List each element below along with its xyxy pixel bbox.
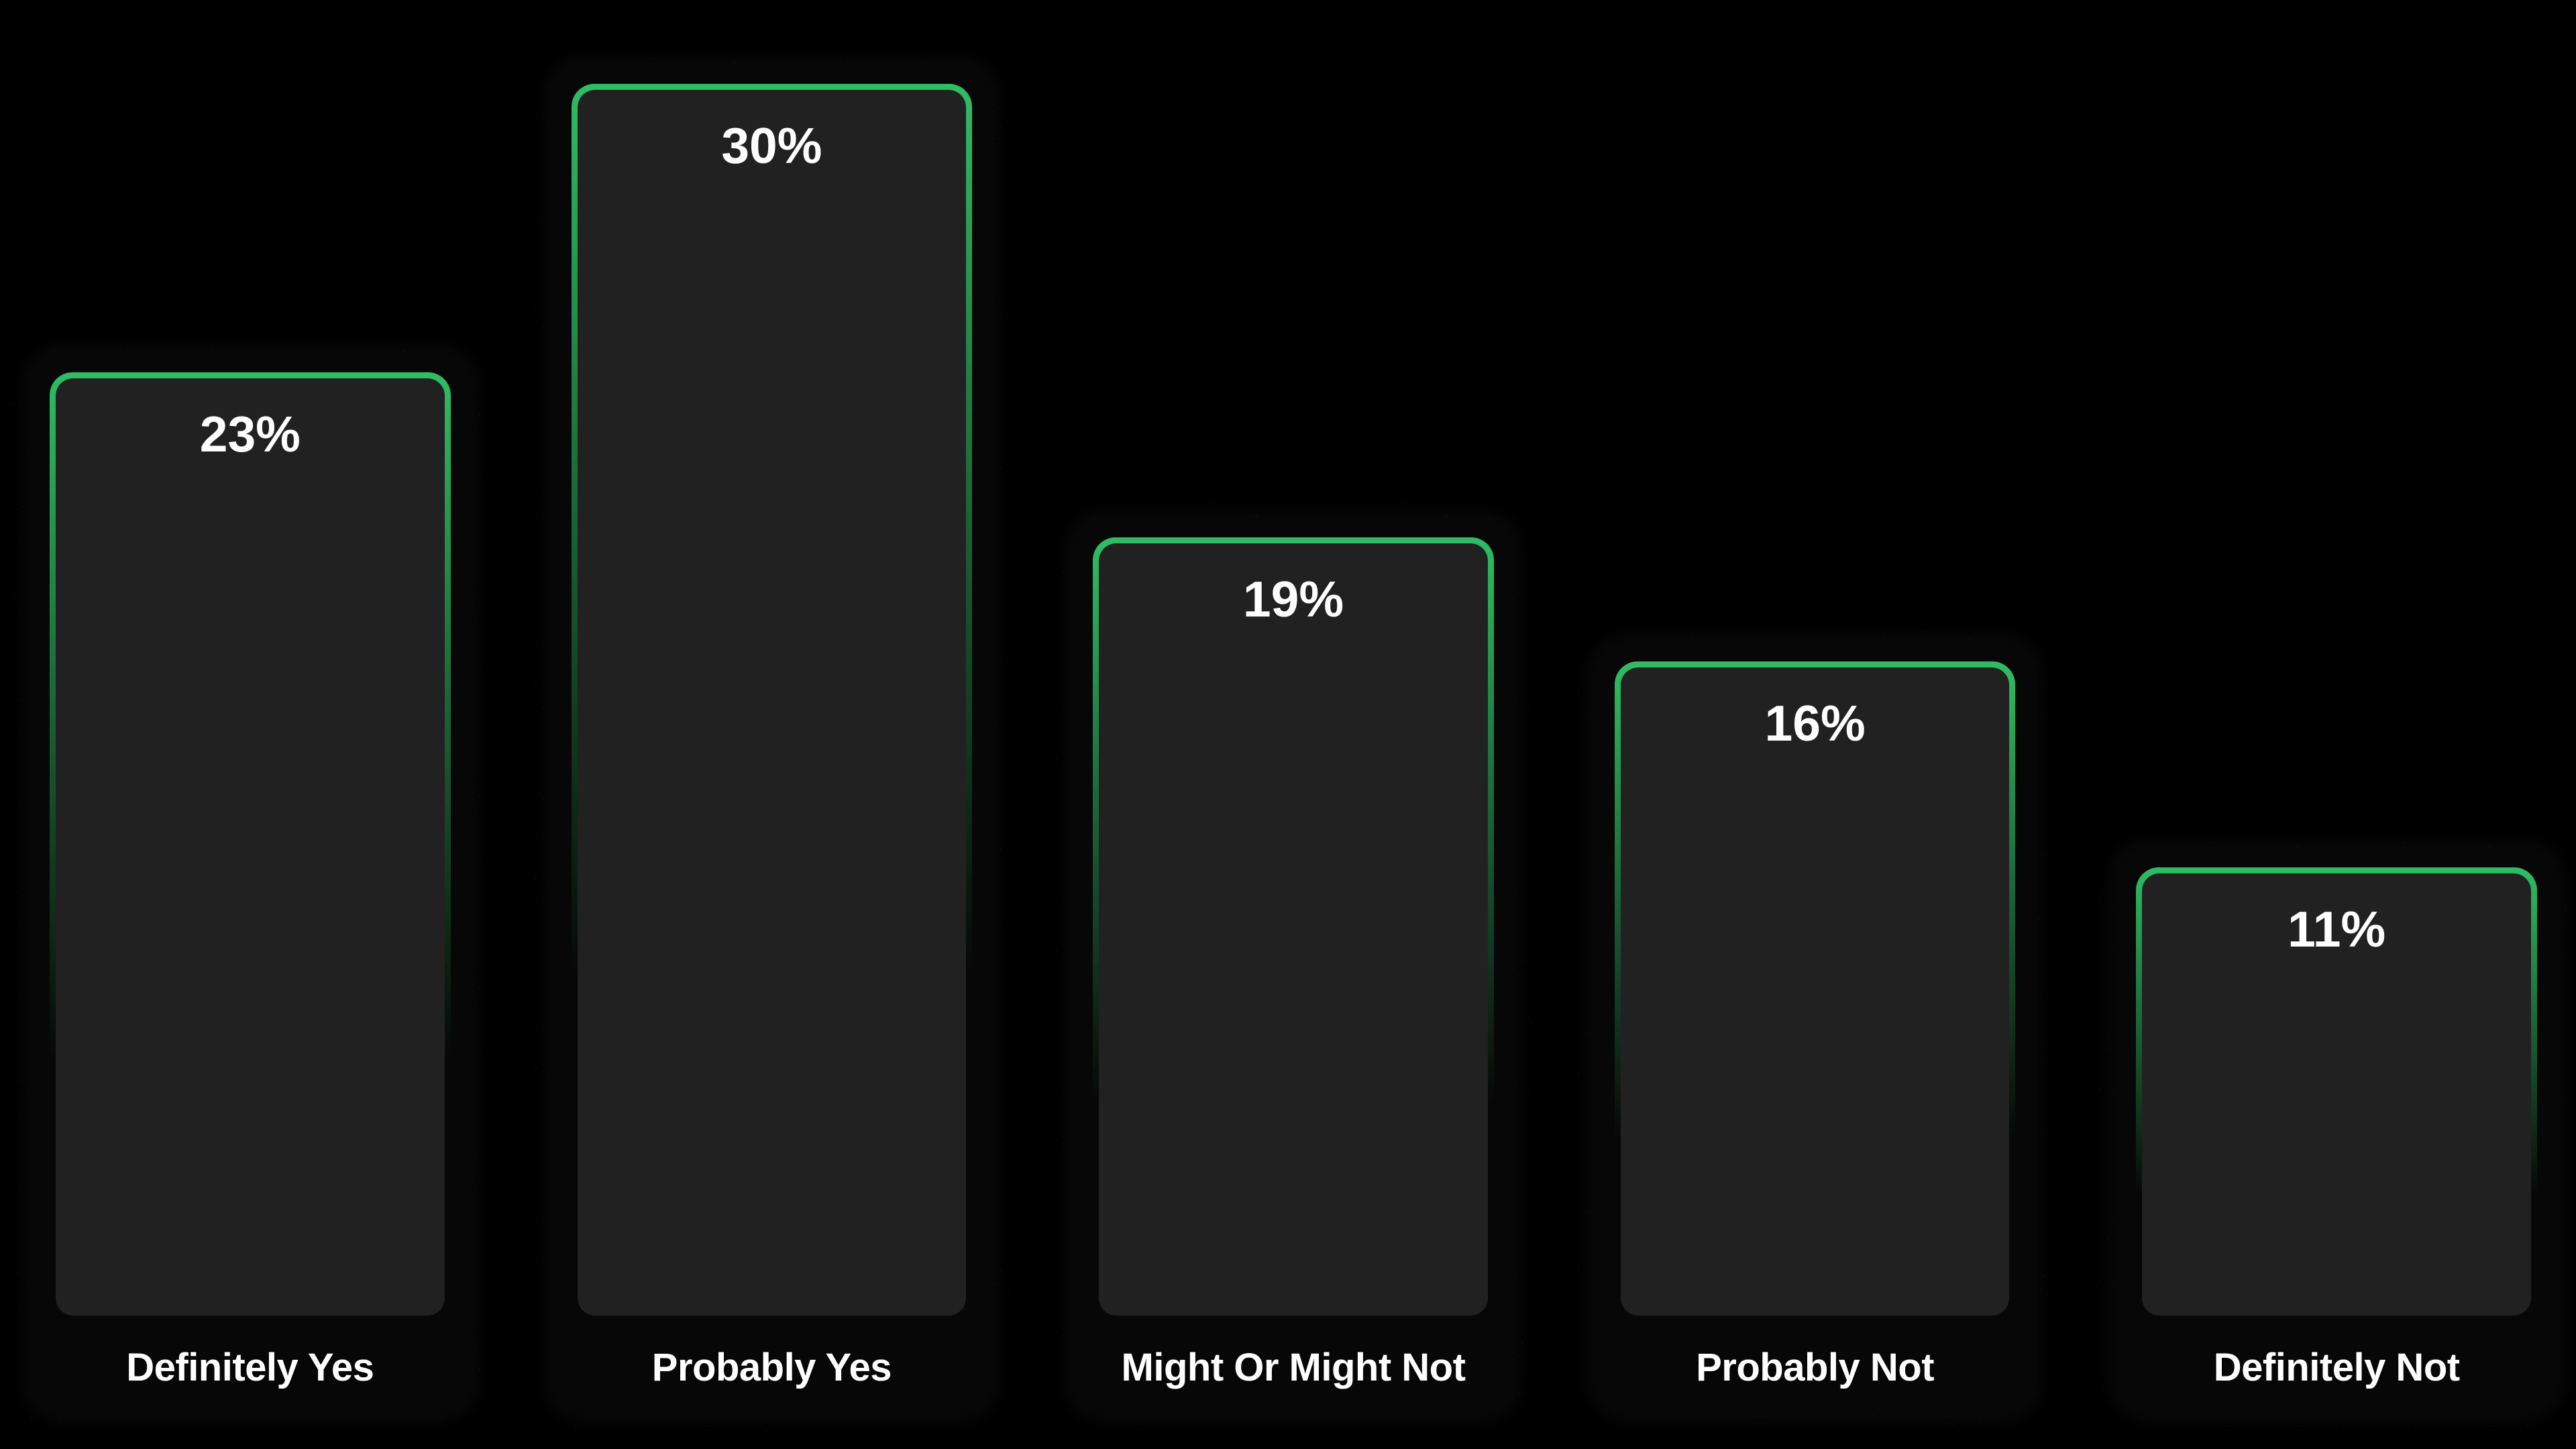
bar-category-label: Probably Not: [1696, 1346, 1935, 1389]
bar-category-label: Might Or Might Not: [1121, 1346, 1466, 1389]
label-strip: Probably Not: [1615, 1322, 2016, 1414]
bar-fill: 23%: [56, 378, 445, 1316]
bar: 30%: [571, 84, 973, 1322]
label-strip: Definitely Not: [2136, 1322, 2537, 1414]
bar: 23%: [50, 372, 451, 1322]
bar-fill: 11%: [2142, 873, 2531, 1316]
bar-card-definitely-not: 11% Definitely Not: [2098, 830, 2575, 1432]
bar-fill: 16%: [1620, 667, 2010, 1316]
bar: 11%: [2136, 867, 2537, 1322]
bar: 19%: [1093, 537, 1494, 1322]
bar-chart: 23% Definitely Yes 30% Probably Yes: [12, 46, 2575, 1432]
bar-value-label: 11%: [2288, 901, 2386, 957]
bar-value-label: 16%: [1764, 695, 1866, 751]
bar-category-label: Probably Yes: [651, 1346, 892, 1389]
bar-card-probably-yes: 30% Probably Yes: [533, 46, 1010, 1432]
bar-value-label: 30%: [721, 117, 822, 174]
bar: 16%: [1614, 661, 2016, 1322]
label-strip: Might Or Might Not: [1093, 1322, 1494, 1414]
bar-card-definitely-yes: 23% Definitely Yes: [12, 335, 488, 1432]
bar-card-probably-not: 16% Probably Not: [1576, 624, 2053, 1432]
label-strip: Definitely Yes: [50, 1322, 451, 1414]
label-strip: Probably Yes: [572, 1322, 973, 1414]
bar-category-label: Definitely Not: [2213, 1346, 2460, 1389]
bar-value-label: 23%: [199, 406, 301, 462]
bar-value-label: 19%: [1242, 571, 1344, 627]
bar-card-might-or-might-not: 19% Might Or Might Not: [1055, 500, 1532, 1432]
bar-category-label: Definitely Yes: [126, 1346, 374, 1389]
bar-fill: 30%: [577, 90, 967, 1316]
bar-fill: 19%: [1099, 543, 1488, 1316]
